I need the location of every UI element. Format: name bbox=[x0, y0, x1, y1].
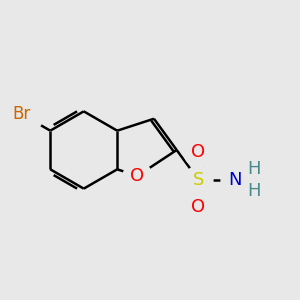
Text: N: N bbox=[228, 171, 242, 189]
Text: H: H bbox=[247, 182, 260, 200]
Text: S: S bbox=[193, 171, 204, 189]
Text: H: H bbox=[247, 160, 260, 178]
Text: Br: Br bbox=[13, 105, 31, 123]
Text: O: O bbox=[191, 198, 206, 216]
Text: O: O bbox=[191, 143, 206, 161]
Text: O: O bbox=[130, 167, 145, 185]
